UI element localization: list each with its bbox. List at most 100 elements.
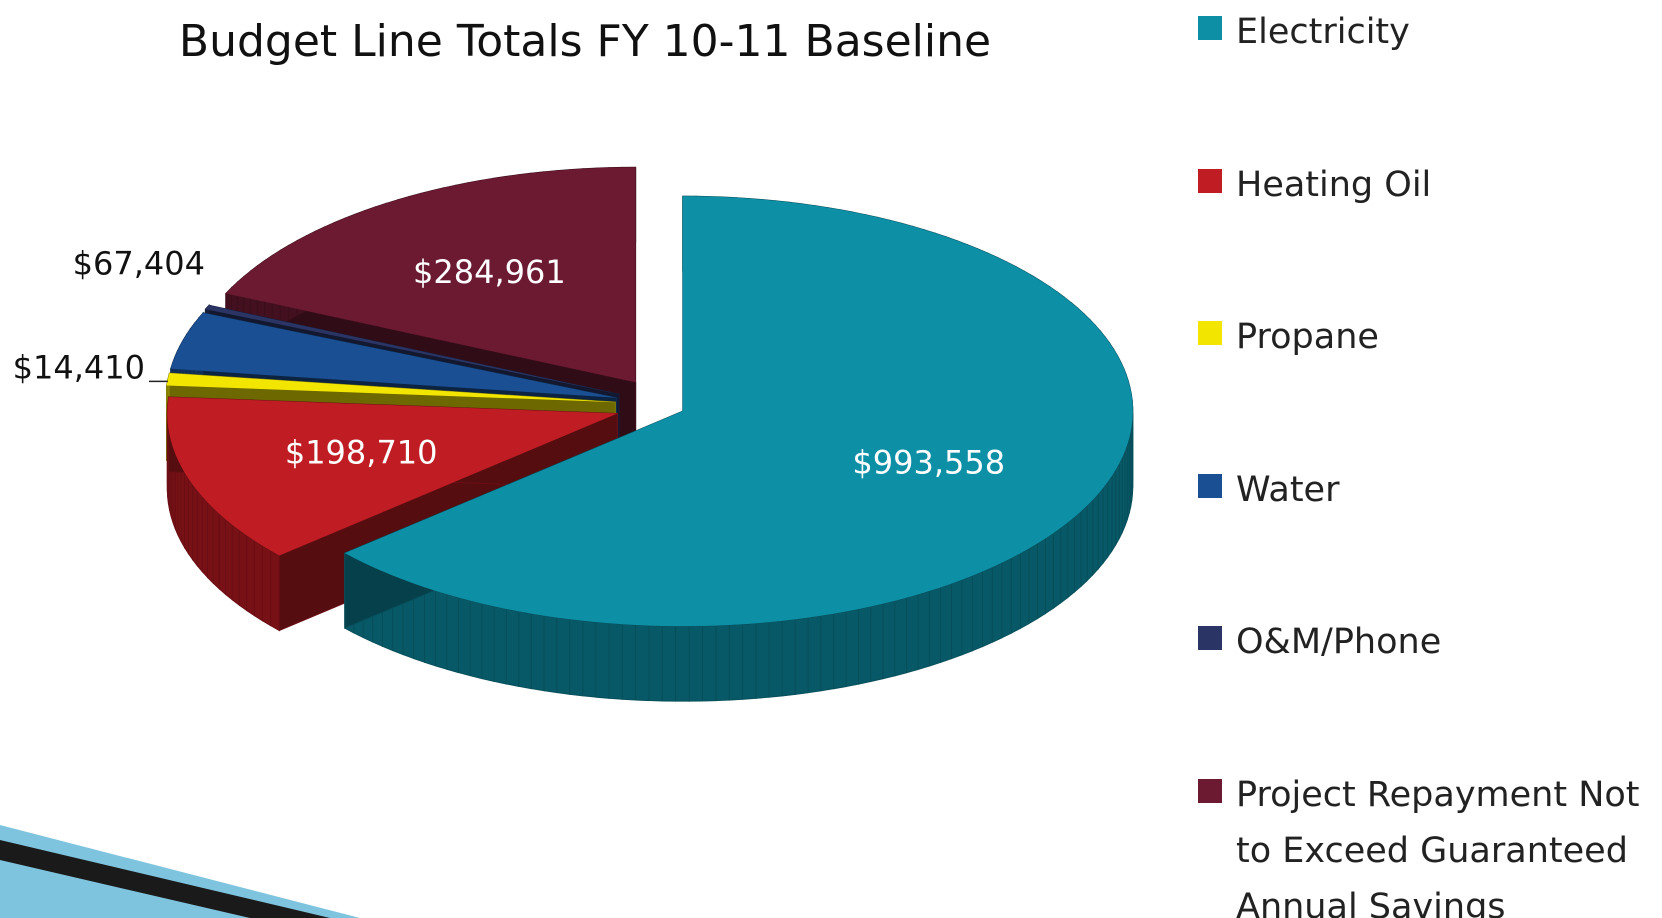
- slice-side: [1074, 510, 1082, 594]
- slice-side: [742, 622, 757, 700]
- slice-side: [1086, 498, 1094, 582]
- slice-side: [246, 534, 255, 617]
- slice-side: [981, 566, 993, 648]
- slice-side: [1010, 552, 1021, 634]
- legend-item: Water: [1198, 462, 1662, 518]
- slice-side: [1092, 492, 1099, 577]
- legend-swatch: [1198, 16, 1222, 40]
- legend-label: Electricity: [1236, 12, 1410, 52]
- slice-side: [1080, 504, 1088, 588]
- slice-side: [768, 620, 783, 698]
- slice-side: [858, 605, 872, 685]
- slice-side: [253, 539, 263, 622]
- slice-side: [1019, 547, 1030, 630]
- legend-swatch: [1198, 626, 1222, 650]
- chart-title: Budget Line Totals FY 10-11 Baseline: [179, 16, 991, 67]
- slice-side: [728, 623, 744, 701]
- slice-side: [675, 625, 690, 702]
- slice: [344, 196, 1133, 627]
- slice-side: [1115, 461, 1120, 547]
- legend-swatch: [1198, 321, 1222, 345]
- slice-side: [833, 610, 847, 690]
- slice-side: [231, 523, 240, 607]
- legend-item: Heating Oil: [1198, 157, 1662, 213]
- slice-side: [187, 476, 194, 562]
- legend-label: Water: [1236, 469, 1340, 510]
- slice-side: [906, 593, 919, 674]
- slice-side: [991, 561, 1003, 644]
- slice-side: [688, 625, 703, 702]
- legend-item: Propane: [1198, 309, 1662, 365]
- legend-label: O&M/Phone: [1236, 622, 1442, 662]
- slice-side: [184, 470, 189, 556]
- slice-side: [238, 529, 248, 612]
- slice-side: [950, 579, 963, 660]
- slice-side: [435, 590, 448, 670]
- slice-side: [505, 608, 520, 687]
- slice-side: [261, 544, 272, 627]
- slice-side: [882, 600, 896, 680]
- slice-side: [1111, 468, 1117, 553]
- slice: [205, 305, 619, 395]
- legend-label: Propane: [1236, 317, 1379, 357]
- slice-side: [648, 625, 663, 702]
- slice-side: [1036, 537, 1046, 620]
- data-label: $67,404: [73, 244, 205, 282]
- slice-side: [608, 622, 623, 700]
- slice-side: [1107, 474, 1113, 559]
- legend-swatch: [1198, 168, 1222, 193]
- decor-swoosh: [0, 825, 360, 918]
- slice-side: [894, 597, 908, 677]
- slice-side: [192, 483, 198, 568]
- legend-label: Project Repayment Not to Exceed Guarante…: [1236, 774, 1640, 918]
- slice-side: [794, 617, 809, 695]
- slice-side: [270, 549, 280, 632]
- slice-side: [1067, 515, 1076, 599]
- slice-side: [518, 610, 532, 690]
- slice-side: [530, 613, 545, 692]
- slice-side: [961, 575, 973, 656]
- data-label: $993,558: [852, 443, 1005, 481]
- slice-side: [1028, 542, 1038, 625]
- slice-side: [1044, 532, 1054, 615]
- slice: [225, 167, 636, 383]
- slice-side: [569, 618, 584, 697]
- data-label: $284,961: [413, 253, 566, 291]
- slice-side: [1060, 521, 1069, 604]
- slice-side: [971, 570, 983, 652]
- slice-side: [1097, 486, 1104, 571]
- slice-side: [1102, 480, 1109, 565]
- slice-side: [781, 618, 796, 697]
- slice-side: [180, 464, 186, 550]
- slice-side: [701, 625, 717, 702]
- legend-item: Project Repayment Not to Exceed Guarante…: [1198, 767, 1662, 918]
- slice-side: [582, 620, 597, 698]
- slice-side: [917, 590, 930, 671]
- slice-side: [457, 596, 471, 677]
- slice-side: [870, 603, 884, 683]
- slice-side: [635, 624, 650, 702]
- slice: [166, 373, 616, 403]
- slice-side: [939, 582, 952, 664]
- slice-side: [218, 512, 226, 596]
- slice-side: [493, 605, 507, 685]
- slice: [170, 312, 617, 398]
- slice-side: [807, 615, 822, 694]
- slice-side: [446, 593, 459, 674]
- slice-side: [206, 501, 214, 585]
- slice-side: [715, 624, 730, 702]
- slice-side: [595, 621, 610, 699]
- slice-side: [423, 586, 437, 667]
- slice: [167, 396, 618, 556]
- slice-side: [212, 506, 220, 590]
- legend-item: O&M/Phone: [1198, 614, 1662, 670]
- slice-side: [928, 586, 941, 667]
- slice-side: [755, 621, 770, 699]
- slice-tops: [166, 167, 1133, 627]
- slice-side: [820, 613, 835, 692]
- data-label: $14,410: [13, 348, 145, 386]
- slice-side: [481, 602, 495, 682]
- legend-swatch: [1198, 778, 1222, 803]
- legend-swatch: [1198, 473, 1222, 498]
